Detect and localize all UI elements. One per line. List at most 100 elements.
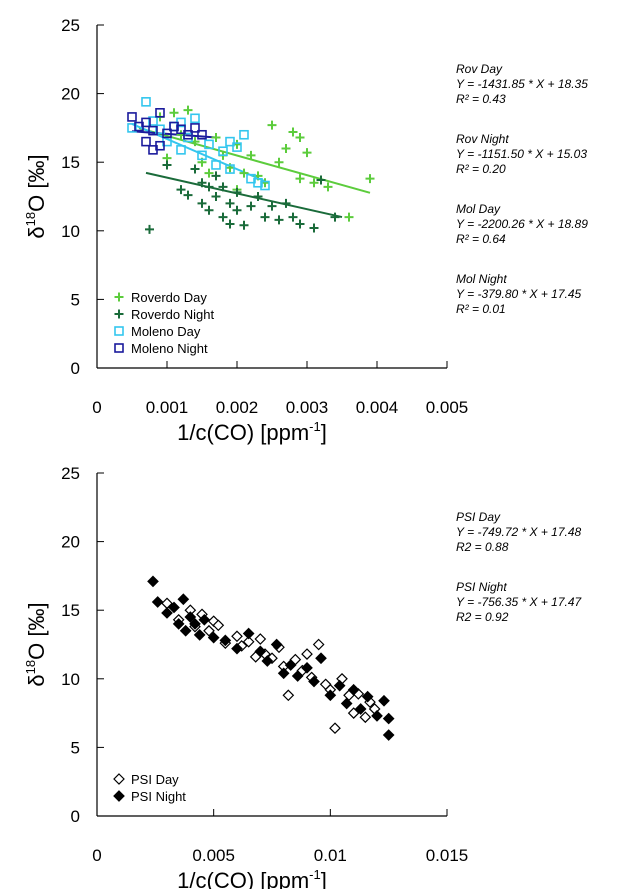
point — [183, 105, 193, 115]
point — [198, 613, 211, 626]
point — [197, 129, 207, 140]
y-tick-label: 10 — [61, 670, 80, 689]
point — [141, 117, 151, 128]
annotation: Y = -1151.50 * X + 15.03 — [456, 147, 587, 161]
point — [190, 123, 200, 133]
point — [203, 624, 215, 637]
x-tick-label: 0.015 — [426, 846, 469, 865]
point — [267, 120, 277, 130]
x-tick-label: 0.001 — [146, 398, 189, 417]
point — [284, 659, 297, 671]
point — [127, 123, 137, 133]
point — [225, 164, 235, 174]
point — [211, 192, 221, 201]
point — [239, 168, 249, 178]
point — [211, 171, 221, 181]
point — [242, 635, 255, 648]
plot: 0 5 10 15 20 25 0 0.001 0.002 0.003 0.004 0.005 δ18O… — [23, 16, 588, 445]
point — [308, 675, 320, 688]
point — [190, 113, 200, 124]
point — [260, 180, 270, 191]
annotation: R² = 0.64 — [456, 232, 506, 246]
annotation: Y = -379.80 * X + 17.45 — [456, 287, 582, 301]
point — [274, 215, 284, 225]
point — [232, 142, 242, 152]
point — [148, 125, 158, 136]
point — [155, 108, 165, 118]
point — [172, 618, 185, 630]
fit-line — [131, 130, 217, 139]
point — [218, 212, 228, 222]
point — [288, 212, 298, 222]
point — [183, 129, 193, 140]
point — [267, 201, 277, 211]
x-axis-label: 1/c(CO) [ppm-1] — [177, 867, 327, 889]
y-tick-label: 20 — [61, 85, 80, 104]
point — [291, 670, 304, 682]
point — [190, 164, 200, 174]
y-tick-label: 10 — [61, 222, 80, 241]
legend-marker — [113, 773, 125, 785]
y-tick-label: 25 — [61, 464, 80, 483]
point — [371, 709, 383, 722]
annotation: Y = -1431.85 * X + 18.35 — [456, 77, 588, 91]
point — [151, 596, 164, 608]
label-part: 1/c(CO) [ppm — [177, 420, 309, 445]
point — [207, 631, 220, 644]
annotation: R² = 0.20 — [456, 162, 506, 176]
annotation: Mol Day — [456, 202, 501, 216]
point — [302, 148, 312, 158]
x-tick-label: 0.01 — [314, 846, 347, 865]
point — [295, 174, 305, 184]
point — [189, 618, 201, 630]
point — [274, 157, 284, 167]
point — [232, 205, 242, 215]
annotation: Y = -756.35 * X + 17.47 — [456, 595, 583, 609]
point — [277, 667, 290, 680]
point — [347, 707, 360, 719]
point — [162, 128, 172, 139]
y-tick-label: 15 — [61, 153, 80, 172]
point — [197, 150, 207, 161]
y-tick-label: 0 — [71, 359, 80, 378]
point — [329, 722, 341, 735]
point — [282, 689, 295, 702]
point — [295, 219, 305, 229]
point — [204, 182, 214, 192]
point — [204, 168, 214, 178]
x-tick-label: 0.004 — [356, 398, 399, 417]
point — [260, 212, 270, 222]
annotation: Y = -749.72 * X + 17.48 — [456, 525, 582, 539]
label-part: O [‰] — [24, 154, 49, 211]
label-sup: 18 — [23, 212, 38, 226]
point — [309, 223, 319, 233]
point — [239, 220, 249, 230]
x-tick-label: 0.005 — [426, 398, 469, 417]
y-tick-label: 5 — [71, 738, 80, 757]
point — [204, 139, 214, 150]
annotation: Rov Night — [456, 132, 509, 146]
legend-label: Moleno Day — [131, 324, 201, 339]
annotation: R2 = 0.88 — [456, 540, 509, 554]
fit-line — [145, 171, 343, 219]
point — [148, 116, 158, 126]
label-sup: -1 — [309, 419, 321, 434]
legend-marker — [114, 343, 124, 353]
point — [231, 630, 243, 643]
y-axis-label: δ18O [‰] — [23, 154, 49, 238]
point — [340, 697, 353, 710]
label-part: δ — [24, 674, 49, 686]
point — [309, 178, 319, 188]
point — [176, 185, 186, 195]
point — [253, 177, 263, 188]
x-tick-label: 0.002 — [216, 398, 259, 417]
plot: 0 5 10 15 20 25 0 0.005 0.01 0.015 δ18O [‰] 1/c(CO)… — [23, 464, 583, 893]
point — [254, 645, 267, 658]
point — [344, 212, 354, 222]
point — [169, 121, 179, 132]
y-tick-label: 15 — [61, 601, 80, 620]
label-part: ] — [321, 868, 327, 889]
point — [239, 129, 249, 140]
point — [261, 655, 274, 667]
annotation: PSI Day — [456, 510, 501, 524]
